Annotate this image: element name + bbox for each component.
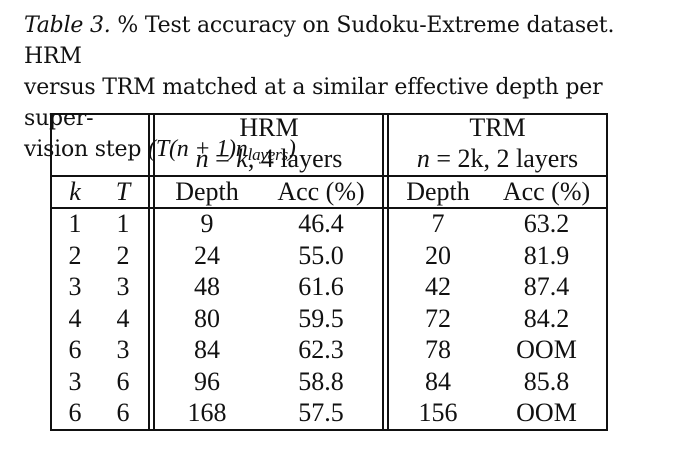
col-header-hrm-acc: Acc (%) [277,177,365,206]
cell-hrm-acc: 55.0 [298,240,344,270]
cell-trm-depth: 42 [425,272,451,301]
hrm-setting-eq: = [208,144,237,173]
caption-label: Table 3. [24,13,111,38]
cell-trm-acc: 87.4 [523,272,570,301]
trm-setting-rest: , 2 layers [483,144,579,173]
hrm-setting-val: k [236,144,248,173]
group-setting-hrm: n = k, 4 layers [155,143,383,175]
cell-hrm-acc: 59.5 [298,303,344,333]
cell-hrm-depth: 9 [200,209,214,238]
formula-main: (T(n + 1)n [148,136,248,162]
cell-trm-acc: 84.2 [523,303,570,333]
table-left-border [50,113,52,431]
caption-line-3: vision step (T(n + 1)nlayers) [24,134,656,170]
results-table: HRM n = k, 4 layers TRM n = 2k, 2 layers… [50,113,608,431]
trm-setting-eq: = [429,144,458,173]
cell-trm-acc: OOM [516,398,577,427]
cell-t: 6 [116,398,130,427]
cell-hrm-acc: 46.4 [298,209,344,238]
hrm-setting-rest: , 4 layers [247,144,343,173]
double-rule-mid-a [382,113,384,431]
table-right-border [606,113,608,431]
cell-t: 3 [116,272,130,301]
double-rule-left-b [153,113,155,431]
cell-hrm-acc: 61.6 [298,272,344,301]
cell-t: 6 [116,366,130,396]
cell-trm-acc: 81.9 [523,240,570,270]
col-header-trm-acc: Acc (%) [502,177,591,206]
cell-k: 3 [68,272,82,301]
col-header-hrm-depth: Depth [175,177,239,206]
formula-close: ) [287,136,296,162]
cell-trm-depth: 156 [418,398,458,427]
cell-trm-acc: 85.8 [523,366,570,396]
cell-hrm-depth: 84 [194,335,220,364]
col-header-k: k [69,177,81,206]
caption-text-3: vision step [24,137,149,162]
cell-hrm-depth: 24 [194,240,220,270]
cell-trm-depth: 78 [425,335,451,364]
col-header-t: T [115,177,131,206]
cell-trm-depth: 20 [425,240,451,270]
group-name-trm: TRM [469,113,526,142]
table-caption: Table 3. % Test accuracy on Sudoku-Extre… [24,10,656,170]
col-header-trm-depth: Depth [406,177,470,206]
cell-k: 2 [68,240,82,270]
group-setting-trm: n = 2k, 2 layers [389,143,606,175]
cell-t: 3 [116,335,130,364]
cell-hrm-depth: 96 [194,366,220,396]
cell-hrm-acc: 58.8 [298,366,344,396]
cell-trm-acc: OOM [516,335,577,364]
hrm-setting-var: n [195,144,209,173]
cell-k: 6 [68,335,82,364]
cell-hrm-depth: 168 [187,398,227,427]
double-rule-mid-b [387,113,389,431]
cell-t: 1 [116,209,130,238]
column-header-rule [50,207,608,209]
cell-hrm-depth: 80 [194,303,220,333]
caption-text-1: % Test accuracy on Sudoku-Extreme datase… [24,13,615,69]
double-rule-left-a [148,113,150,431]
header-rule [50,175,608,177]
cell-trm-depth: 72 [425,303,451,333]
caption-line-2: versus TRM matched at a similar effectiv… [24,75,603,131]
cell-k: 1 [68,209,82,238]
cell-hrm-acc: 57.5 [298,398,344,427]
cell-trm-acc: 63.2 [523,209,570,238]
cell-trm-depth: 7 [431,209,445,238]
cell-hrm-acc: 62.3 [298,335,344,364]
cell-k: 4 [68,303,82,333]
cell-k: 3 [68,366,82,396]
cell-hrm-depth: 48 [194,272,220,301]
formula-subscript: layers [247,145,289,164]
cell-k: 6 [68,398,82,427]
table-top-rule [50,113,608,115]
cell-t: 4 [116,303,130,333]
table-bottom-rule [50,429,608,431]
trm-setting-val: 2k [457,144,484,173]
group-name-hrm: HRM [239,113,299,142]
caption-formula: (T(n + 1)nlayers) [148,136,296,164]
cell-trm-depth: 84 [425,366,451,396]
trm-setting-var: n [416,144,430,173]
caption-line-1: Table 3. % Test accuracy on Sudoku-Extre… [24,10,656,72]
cell-t: 2 [116,240,130,270]
